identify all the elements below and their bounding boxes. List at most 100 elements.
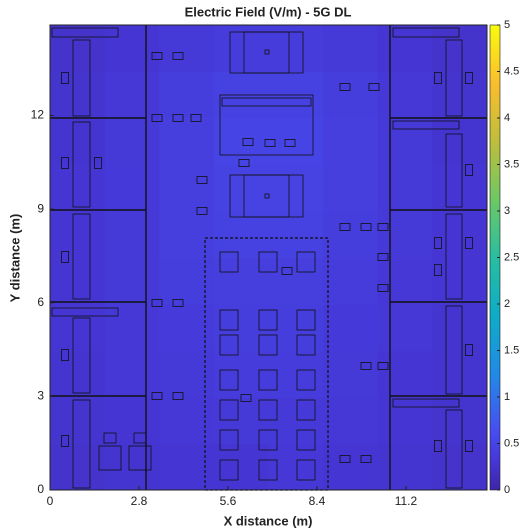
chair: [61, 435, 69, 447]
chair: [172, 392, 184, 400]
colorbar-tick-label: 1: [504, 391, 510, 403]
chair: [133, 432, 147, 444]
colorbar-tick-label: 4: [504, 112, 510, 124]
x-tick-label: 5.6: [220, 494, 237, 508]
chair: [296, 251, 316, 273]
heat-cell: [377, 257, 433, 305]
heat-cell: [268, 443, 324, 491]
heat-cell: [268, 211, 324, 258]
heat-cell: [432, 164, 488, 212]
heat-cell: [50, 443, 106, 491]
heat-cell: [50, 350, 106, 398]
heat-cell: [159, 257, 215, 305]
chair: [377, 362, 389, 370]
chair: [296, 309, 316, 331]
heat-cell: [268, 304, 324, 351]
heat-cell: [323, 443, 379, 491]
chair: [219, 334, 239, 356]
chair: [94, 157, 102, 169]
chair: [258, 429, 278, 451]
chair: [281, 267, 293, 275]
colorbar-tick-label: 4.5: [504, 65, 519, 77]
chair: [377, 284, 389, 292]
heat-cell: [104, 304, 160, 351]
heat-cell: [432, 25, 488, 72]
chair: [151, 392, 163, 400]
chair: [61, 157, 69, 169]
chair: [465, 440, 473, 452]
heat-cell: [104, 443, 160, 491]
x-tick-label: 11.2: [395, 494, 418, 508]
x-tick-label: 8.4: [309, 494, 326, 508]
heat-cell: [323, 350, 379, 398]
chair: [151, 52, 163, 60]
heat-cell: [104, 118, 160, 165]
chair: [61, 251, 69, 263]
heat-cell: [377, 25, 433, 72]
chair: [284, 139, 296, 147]
heat-cell: [377, 211, 433, 258]
chair: [465, 72, 473, 84]
chair: [219, 429, 239, 451]
x-axis-label: X distance (m): [224, 513, 313, 528]
heat-cell: [213, 164, 269, 212]
colorbar-tick-label: 0.5: [504, 437, 519, 449]
chair: [465, 237, 473, 249]
heat-cell: [323, 164, 379, 212]
heat-cell: [104, 257, 160, 305]
chair: [465, 344, 473, 356]
heat-cell: [377, 71, 433, 119]
heat-cell: [159, 211, 215, 258]
chair: [103, 432, 117, 444]
heat-cell: [377, 304, 433, 351]
chair: [242, 138, 254, 146]
chair: [219, 309, 239, 331]
chair: [219, 251, 239, 273]
heat-cell: [213, 211, 269, 258]
chair: [98, 445, 122, 471]
chair: [296, 429, 316, 451]
heat-cell: [50, 397, 106, 444]
chair: [434, 264, 442, 276]
y-tick-label: 12: [31, 108, 45, 122]
chair: [172, 52, 184, 60]
heat-cell: [159, 350, 215, 398]
x-tick-label: 2.8: [131, 494, 148, 508]
chair: [434, 237, 442, 249]
heat-cell: [104, 350, 160, 398]
chair: [377, 253, 389, 261]
chair: [296, 459, 316, 481]
colorbar-tick-label: 2: [504, 298, 510, 310]
chair: [258, 334, 278, 356]
heat-cell: [432, 350, 488, 398]
heat-cell: [268, 257, 324, 305]
heat-cell: [323, 25, 379, 72]
chair: [258, 369, 278, 391]
heat-cell: [213, 257, 269, 305]
chair: [61, 349, 69, 361]
colorbar-tick-label: 3: [504, 205, 510, 217]
heat-cell: [432, 443, 488, 491]
colorbar-tick-label: 0: [504, 484, 510, 496]
heat-cell: [50, 118, 106, 165]
colorbar-tick-label: 2.5: [504, 251, 519, 263]
chair: [258, 459, 278, 481]
chair: [172, 114, 184, 122]
chair: [219, 369, 239, 391]
chair: [339, 223, 351, 231]
heat-cell: [50, 304, 106, 351]
y-axis-label: Y distance (m): [7, 214, 22, 303]
heat-cell: [432, 211, 488, 258]
chair: [238, 159, 250, 167]
y-tick-label: 0: [37, 482, 44, 496]
heat-cell: [104, 25, 160, 72]
floor-plan: [50, 25, 487, 491]
heat-cell: [377, 397, 433, 444]
chair: [360, 362, 372, 370]
plot-frame: [49, 24, 488, 491]
heat-cell: [268, 118, 324, 165]
chair: [368, 83, 380, 91]
heat-cell: [377, 118, 433, 165]
chair: [151, 299, 163, 307]
chair: [296, 334, 316, 356]
